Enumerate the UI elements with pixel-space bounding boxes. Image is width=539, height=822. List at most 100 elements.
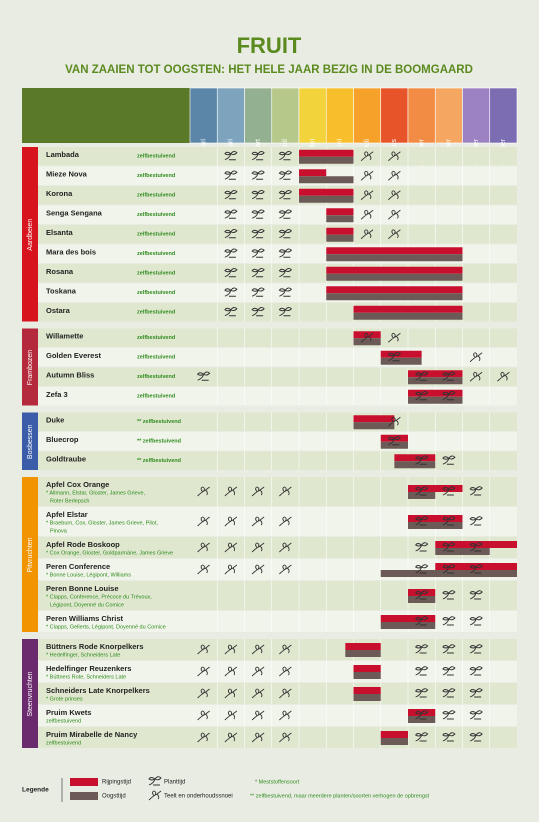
- harvest-bar: [353, 338, 381, 346]
- icon-shape: [415, 486, 429, 496]
- harvest-bar: [353, 694, 381, 701]
- plant-icon: [387, 352, 402, 362]
- row-band: [38, 348, 517, 367]
- icon-shape: [278, 248, 293, 258]
- legend-ripe: Rijpingstijd: [102, 780, 131, 786]
- harvest-bar: [353, 422, 395, 430]
- ripe-bar: [380, 350, 422, 358]
- row-note: zelfbestuivend: [137, 309, 175, 315]
- row-name: Apfel Rode Boskoop: [46, 540, 120, 549]
- care-icon: [279, 486, 292, 497]
- care-icon: [279, 732, 292, 743]
- row-band: [38, 581, 517, 610]
- plant-icon: [442, 564, 456, 574]
- care-icon: [469, 352, 483, 363]
- care-icon: [251, 666, 265, 677]
- group-bar: [22, 147, 38, 322]
- row-note: zelfbestuivend: [137, 290, 175, 296]
- icon-shape: [224, 248, 238, 258]
- plant-icon: [278, 287, 293, 297]
- plant-icon: [278, 170, 293, 180]
- row-note: zelfbestuivend: [137, 354, 175, 360]
- icon-shape: [197, 710, 210, 721]
- legend-plant: Planttijd: [164, 780, 185, 786]
- harvest-bar: [380, 738, 408, 745]
- legend-star2: ** zelfbestuivend, maar meerdere planten…: [250, 793, 430, 799]
- legend-harvest-swatch: [70, 792, 98, 800]
- icon-shape: [224, 307, 238, 317]
- care-icon: [279, 644, 292, 655]
- care-icon: [360, 229, 374, 240]
- icon-shape: [360, 151, 374, 162]
- plant-icon: [415, 666, 429, 676]
- icon-shape: [469, 564, 483, 574]
- icon-shape: [415, 688, 429, 698]
- month-header: [489, 87, 518, 144]
- group-label: Pitvruchten: [27, 537, 34, 572]
- icon-shape: [197, 371, 211, 381]
- icon-shape: [442, 391, 456, 401]
- row-note: zelfbestuivend: [137, 192, 175, 198]
- row-name: Golden Everest: [46, 351, 102, 360]
- plant-icon: [415, 616, 429, 626]
- icon-shape: [251, 209, 265, 219]
- icon-shape: [278, 307, 293, 317]
- plant-icon: [415, 732, 429, 742]
- care-icon: [224, 516, 238, 527]
- ripe-bar: [299, 188, 354, 196]
- plant-icon: [469, 564, 483, 574]
- plant-icon: [442, 371, 456, 381]
- ripe-bar: [408, 370, 463, 378]
- care-icon: [360, 209, 374, 220]
- plant-icon: [442, 391, 456, 401]
- row-name: Korona: [46, 189, 73, 198]
- harvest-bar: [299, 195, 354, 203]
- icon-shape: [279, 710, 292, 721]
- row-note: zelfbestuivend: [137, 212, 175, 218]
- harvest-bar: [326, 293, 463, 301]
- plant-icon: [442, 644, 456, 654]
- ripe-bar: [345, 643, 381, 650]
- icon-shape: [360, 170, 374, 181]
- plant-icon: [387, 436, 402, 446]
- plant-icon: [442, 732, 456, 742]
- care-icon: [224, 564, 238, 575]
- ripe-bar: [299, 169, 327, 177]
- icon-shape: [388, 209, 401, 220]
- icon-shape: [251, 170, 265, 180]
- care-icon: [224, 688, 238, 699]
- icon-shape: [415, 666, 429, 676]
- row-name: Elsanta: [46, 228, 74, 237]
- icon-shape: [148, 790, 162, 801]
- ripe-bar: [353, 305, 463, 313]
- icon-shape: [415, 616, 429, 626]
- row-name: Apfel Elstar: [46, 510, 88, 519]
- icon-shape: [279, 666, 292, 677]
- care-icon: [279, 564, 292, 575]
- harvest-bar: [326, 273, 463, 281]
- group-label: Steenvruchten: [27, 671, 34, 716]
- icon-shape: [251, 268, 265, 278]
- care-icon: [224, 666, 238, 677]
- month-header: [216, 87, 245, 144]
- icon-shape: [279, 486, 292, 497]
- icon-shape: [251, 688, 265, 699]
- care-icon: [279, 688, 292, 699]
- row-band: [38, 367, 517, 386]
- month-label: Mei: [309, 139, 316, 151]
- care-icon: [360, 190, 374, 201]
- icon-shape: [251, 486, 265, 497]
- icon-shape: [469, 486, 483, 496]
- row-note: zelfbestuivend: [137, 251, 175, 257]
- icon-shape: [279, 688, 292, 699]
- icon-shape: [442, 616, 456, 626]
- care-icon: [224, 732, 238, 743]
- row-name: Mieze Nova: [46, 169, 88, 178]
- care-icon: [388, 332, 401, 343]
- row-name: Zefa 3: [46, 390, 68, 399]
- plant-icon: [415, 688, 429, 698]
- plant-icon: [251, 229, 265, 239]
- row-note: ** zelfbestuivend: [137, 458, 181, 464]
- month-header: [434, 87, 463, 144]
- plant-icon: [469, 590, 483, 600]
